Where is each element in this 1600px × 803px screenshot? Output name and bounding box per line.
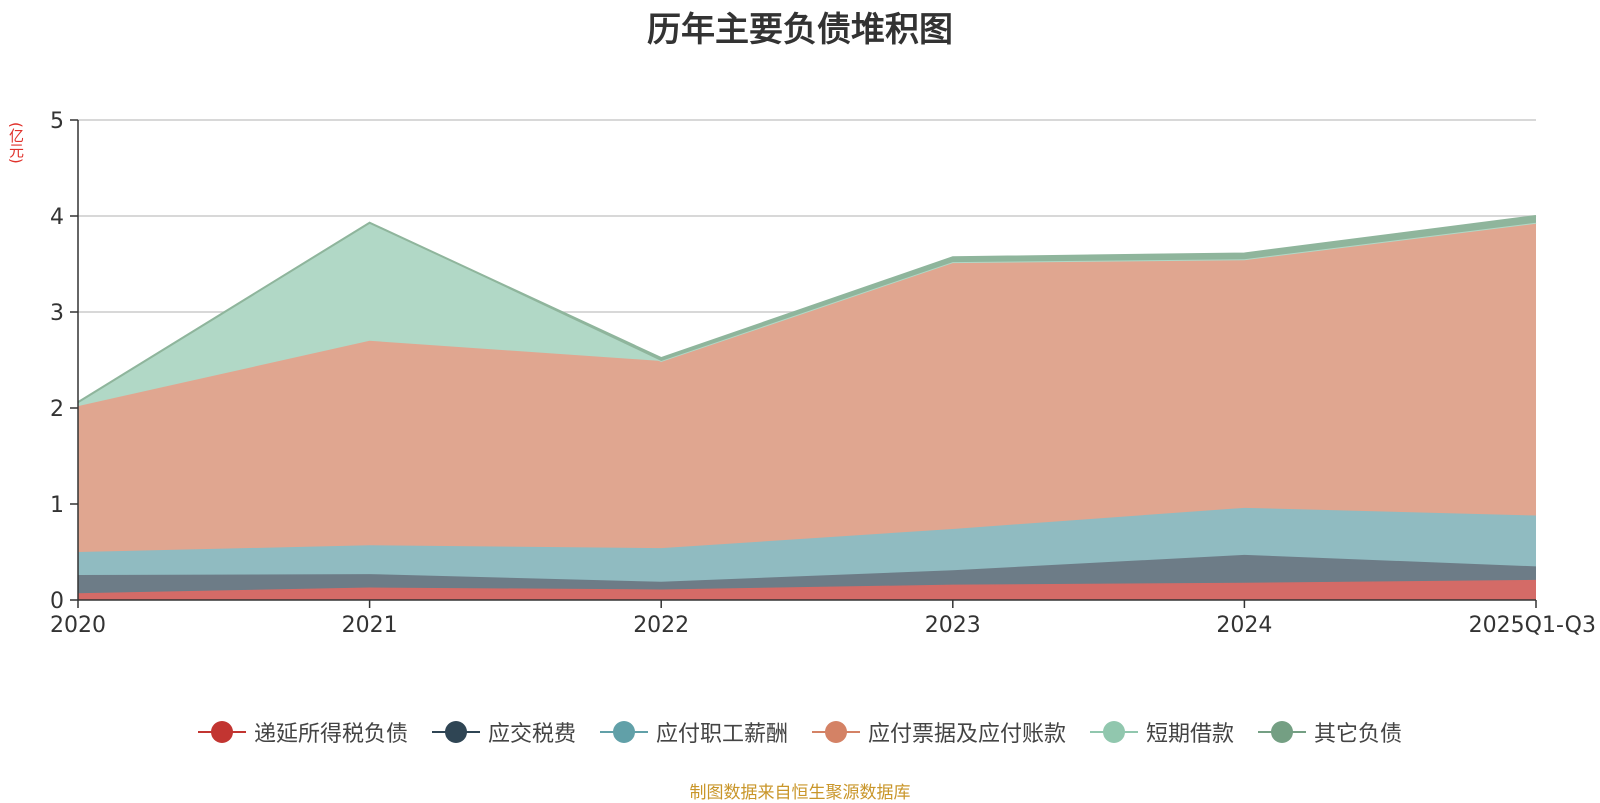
legend-marker-icon <box>1090 720 1139 744</box>
legend-label: 递延所得税负债 <box>253 722 408 747</box>
legend-item[interactable]: 递延所得税负债 <box>197 716 408 748</box>
y-tick-label: 4 <box>50 205 64 230</box>
legend-label: 短期借款 <box>1146 722 1235 747</box>
legend-label: 其它负债 <box>1314 722 1403 747</box>
area-应付职工薪酬 <box>78 507 1536 582</box>
legend-label: 应交税费 <box>487 722 576 747</box>
legend-item[interactable]: 短期借款 <box>1090 716 1234 748</box>
y-tick-label: 1 <box>50 493 64 518</box>
legend-label: 应付职工薪酬 <box>655 722 788 747</box>
y-tick-label: 0 <box>50 589 64 614</box>
y-axis-unit-label: (亿元) <box>7 122 25 164</box>
area-递延所得税负债 <box>78 579 1536 600</box>
legend-marker-icon <box>599 720 648 744</box>
y-tick-label: 2 <box>50 397 64 422</box>
chart-title: 历年主要负债堆积图 <box>647 10 953 50</box>
x-tick-label: 2023 <box>925 613 981 638</box>
area-应付票据及应付账款 <box>78 222 1536 552</box>
legend-marker-icon <box>1258 720 1307 744</box>
series-line-其它负债 <box>77 215 1537 404</box>
area-应交税费 <box>78 554 1536 594</box>
x-tick-label: 2021 <box>342 613 398 638</box>
x-tick-label: 2020 <box>50 613 106 638</box>
y-tick-label: 3 <box>50 301 64 326</box>
legend-item[interactable]: 其它负债 <box>1258 716 1402 748</box>
legend-label: 应付票据及应付账款 <box>868 722 1067 747</box>
x-tick-label: 2022 <box>633 613 689 638</box>
area-其它负债 <box>78 216 1536 403</box>
legend-marker-icon <box>812 720 860 744</box>
legend-marker-icon <box>431 720 480 744</box>
x-tick-label: 2024 <box>1216 613 1272 638</box>
x-tick-label: 2025Q1-Q3 <box>1469 613 1596 638</box>
legend-item[interactable]: 应付票据及应付账款 <box>812 716 1066 748</box>
chart-legend: 递延所得税负债 应交税费 应付职工薪酬 应付票据及应付账款 短期借款 其它负债 <box>0 716 1600 748</box>
area-短期借款 <box>78 222 1536 407</box>
legend-item[interactable]: 应付职工薪酬 <box>599 716 788 748</box>
legend-marker-icon <box>197 720 246 744</box>
y-tick-label: 5 <box>50 109 64 134</box>
legend-item[interactable]: 应交税费 <box>431 716 576 748</box>
data-source-note: 制图数据来自恒生聚源数据库 <box>689 783 911 803</box>
